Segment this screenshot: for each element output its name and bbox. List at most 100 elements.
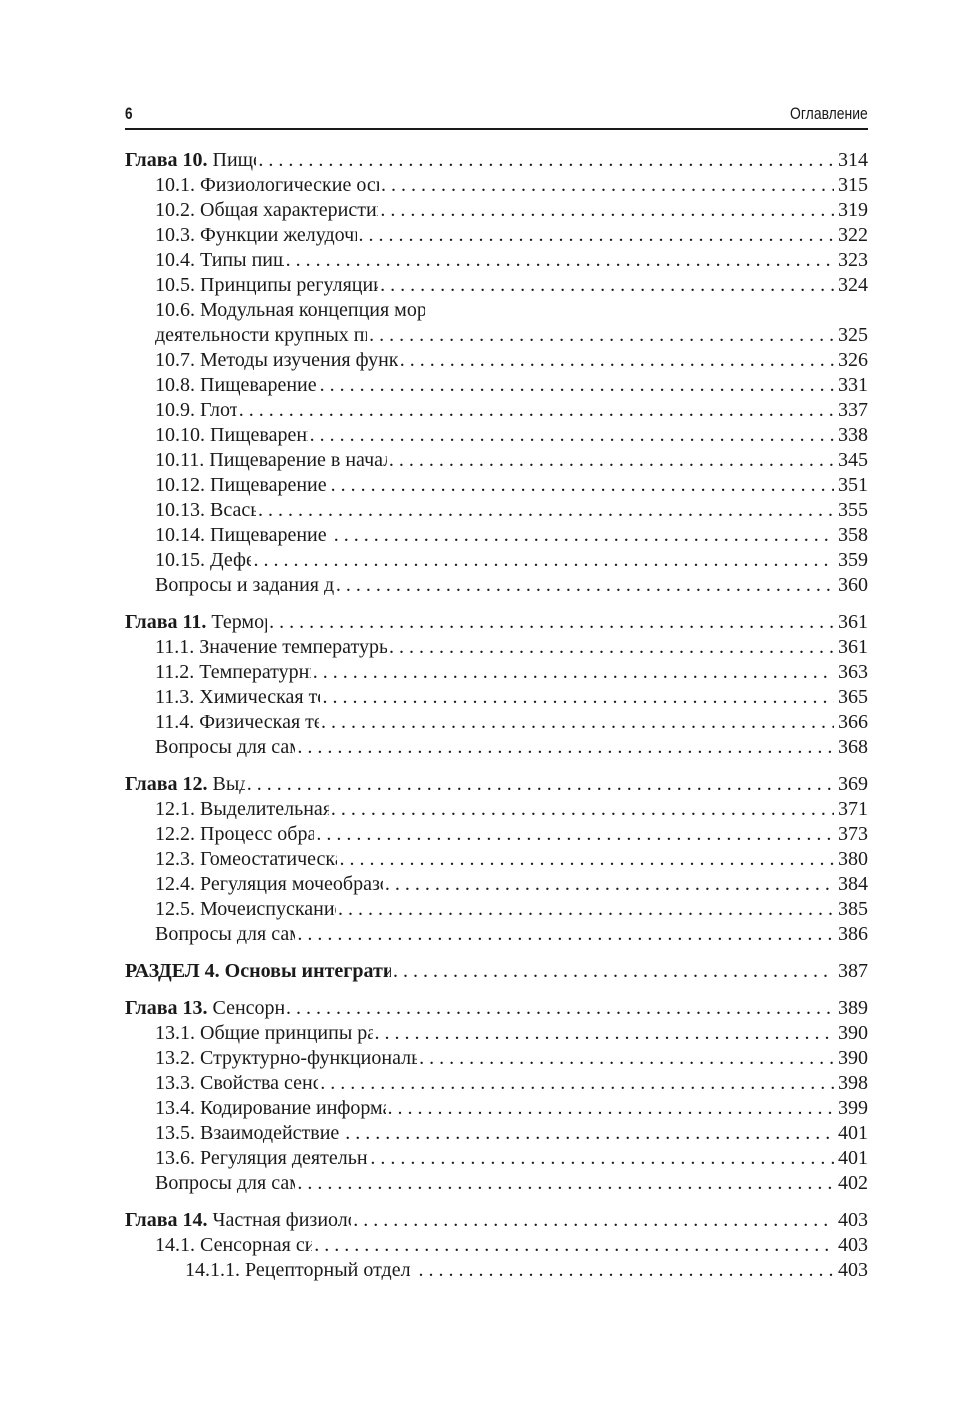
toc-section-entry[interactable]: 13.2. Структурно-функциональная организа… (125, 1046, 868, 1071)
toc-section-entry[interactable]: 12.1. Выделительная функция почек 371 (125, 797, 868, 822)
dot-leader (320, 373, 834, 398)
toc-chapter-entry[interactable]: Глава 13. Сенсорные системы 389 (125, 996, 868, 1021)
entry-prefix: Глава 14. (125, 1209, 208, 1231)
entry-title: деятельности крупных пищеварительных жел… (155, 323, 367, 348)
toc-section-entry[interactable]: 10.1. Физиологические основы голода и на… (125, 173, 868, 198)
entry-label: 13.1. Общие принципы работы сенсорных си… (155, 1022, 373, 1044)
toc-section-entry[interactable]: деятельности крупных пищеварительных жел… (125, 323, 868, 348)
toc-section-entry[interactable]: Вопросы и задания для самоконтроля 360 (125, 573, 868, 598)
entry-title: 10.14. Пищеварение в толстой кишке (155, 523, 332, 548)
entry-page-number: 323 (838, 249, 868, 271)
entry-title: 10.9. Глотание (155, 398, 237, 423)
entry-title: 12.3. Гомеостатическая функция почек (155, 847, 337, 872)
entry-title: 10.11. Пищеварение в начальном отделе то… (155, 448, 387, 473)
entry-prefix: РАЗДЕЛ 4. Основы интегративной деятельно… (125, 960, 391, 982)
toc-section-entry[interactable]: 11.4. Физическая терморегуляция 366 (125, 710, 868, 735)
entry-label: 12.5. Мочеиспускание и его регуляция (155, 898, 337, 920)
entry-page-number: 403 (838, 1234, 868, 1256)
dot-leader (393, 959, 834, 984)
entry-label: 13.6. Регуляция деятельности сенсорных с… (155, 1147, 368, 1169)
dot-leader (258, 148, 834, 173)
toc-chapter-entry[interactable]: Глава 10. Пищеварение 314 (125, 148, 868, 173)
toc-section-entry[interactable]: 10.7. Методы изучения функций пищеварите… (125, 348, 868, 373)
entry-page-number: 326 (838, 349, 868, 371)
dot-leader (313, 660, 834, 685)
toc-section-entry[interactable]: 10.4. Типы пищеварения 323 (125, 248, 868, 273)
dot-leader (418, 1258, 834, 1283)
toc-section-entry[interactable]: 10.9. Глотание 337 (125, 398, 868, 423)
toc-section-entry[interactable]: 10.2. Общая характеристика процесса пище… (125, 198, 868, 223)
entry-page-number: 365 (838, 686, 868, 708)
toc-section-entry[interactable]: Вопросы для самоконтроля 402 (125, 1171, 868, 1196)
entry-label: 10.5. Принципы регуляции процессов пищев… (155, 274, 379, 296)
toc-section-entry[interactable]: 13.4. Кодирование информации в сенсорных… (125, 1096, 868, 1121)
entry-title: 10.2. Общая характеристика процесса пище… (155, 198, 378, 223)
toc-section-entry[interactable]: Вопросы для самоконтроля 368 (125, 735, 868, 760)
toc-section-entry[interactable]: 13.1. Общие принципы работы сенсорных си… (125, 1021, 868, 1046)
entry-label: 10.2. Общая характеристика процесса пище… (155, 199, 378, 221)
dot-leader (345, 1121, 834, 1146)
entry-label: Вопросы для самоконтроля (155, 736, 295, 758)
entry-title: 12.4. Регуляция мочеобразовательной функ… (155, 872, 383, 897)
entry-title: 13.2. Структурно-функциональная организа… (155, 1046, 417, 1071)
entry-title: 10.1. Физиологические основы голода и на… (155, 173, 379, 198)
toc-section-entry[interactable]: 12.2. Процесс образования мочи 373 (125, 822, 868, 847)
entry-title: 14.1.1. Рецепторный отдел зрительной сен… (185, 1258, 416, 1283)
entry-page-number: 403 (838, 1259, 868, 1281)
toc-chapter-entry[interactable]: Глава 12. Выделение 369 (125, 772, 868, 797)
entry-title: 11.2. Температурный гомеостаз (155, 660, 311, 685)
dot-leader (388, 1096, 834, 1121)
toc-section-entry[interactable]: 11.1. Значение температуры для жизненных… (125, 635, 868, 660)
toc-section-entry[interactable]: 10.10. Пищеварение в желудке 338 (125, 423, 868, 448)
entry-page-number: 322 (838, 224, 868, 246)
entry-page-number: 331 (838, 374, 868, 396)
entry-title: 10.4. Типы пищеварения (155, 248, 284, 273)
toc-section-entry[interactable]: 12.5. Мочеиспускание и его регуляция 385 (125, 897, 868, 922)
toc-group: Глава 10. Пищеварение 314 10.1. Физиологич… (125, 148, 868, 598)
toc-section-entry[interactable]: 11.3. Химическая терморегуляция 365 (125, 685, 868, 710)
entry-page-number: 403 (838, 1209, 868, 1231)
toc-section-entry[interactable]: 10.12. Пищеварение в тонкой кишке 351 (125, 473, 868, 498)
toc-chapter-entry[interactable]: Глава 14. Частная физиология сенсорных с… (125, 1208, 868, 1233)
dot-leader (297, 922, 834, 947)
entry-label: 10.14. Пищеварение в толстой кишке (155, 524, 332, 546)
toc-section-entry[interactable]: 11.2. Температурный гомеостаз 363 (125, 660, 868, 685)
entry-title: 14.1. Сенсорная система зрения (155, 1233, 312, 1258)
dot-leader (322, 685, 834, 710)
toc-section-entry[interactable]: 10.5. Принципы регуляции процессов пищев… (125, 273, 868, 298)
dot-leader (331, 473, 834, 498)
entry-title: 10.7. Методы изучения функций пищеварите… (155, 348, 398, 373)
toc-section-entry[interactable]: 14.1. Сенсорная система зрения 403 (125, 1233, 868, 1258)
toc-chapter-entry[interactable]: Глава 11. Терморегуляция 361 (125, 610, 868, 635)
toc-chapter-entry[interactable]: РАЗДЕЛ 4. Основы интегративной деятельно… (125, 959, 868, 984)
dot-leader (331, 797, 834, 822)
dot-leader (381, 173, 834, 198)
toc-section-entry[interactable]: 10.6. Модульная концепция морфофункциона… (125, 298, 868, 323)
toc-section-entry[interactable]: 10.3. Функции желудочно-кишечного тракта… (125, 223, 868, 248)
toc-section-entry[interactable]: 13.6. Регуляция деятельности сенсорных с… (125, 1146, 868, 1171)
entry-title: 10.12. Пищеварение в тонкой кишке (155, 473, 329, 498)
toc-section-entry[interactable]: 13.5. Взаимодействие сенсорных систем 401 (125, 1121, 868, 1146)
entry-title: 13.4. Кодирование информации в сенсорных… (155, 1096, 386, 1121)
toc-group: Глава 13. Сенсорные системы 389 13.1. Общи… (125, 996, 868, 1196)
entry-page-number: 345 (838, 449, 868, 471)
toc-section-entry[interactable]: Вопросы для самоконтроля 386 (125, 922, 868, 947)
entry-page-number: 315 (838, 174, 868, 196)
entry-page-number: 399 (838, 1097, 868, 1119)
entry-label: 13.5. Взаимодействие сенсорных систем (155, 1122, 343, 1144)
toc-section-entry[interactable]: 12.4. Регуляция мочеобразовательной функ… (125, 872, 868, 897)
dot-leader (239, 398, 834, 423)
entry-label: 10.1. Физиологические основы голода и на… (155, 174, 379, 196)
dot-leader (353, 1208, 834, 1233)
toc-section-entry[interactable]: 14.1.1. Рецепторный отдел зрительной сен… (125, 1258, 868, 1283)
toc-section-entry[interactable]: 10.8. Пищеварение в полости рта 331 (125, 373, 868, 398)
toc-section-entry[interactable]: 10.13. Всасывание 355 (125, 498, 868, 523)
toc-section-entry[interactable]: 13.3. Свойства сенсорных систем 398 (125, 1071, 868, 1096)
toc-section-entry[interactable]: 12.3. Гомеостатическая функция почек 380 (125, 847, 868, 872)
toc-section-entry[interactable]: 10.14. Пищеварение в толстой кишке 358 (125, 523, 868, 548)
toc-section-entry[interactable]: 10.15. Дефекация 359 (125, 548, 868, 573)
entry-page-number: 373 (838, 823, 868, 845)
entry-page-number: 387 (838, 960, 868, 982)
entry-prefix: Глава 10. (125, 149, 208, 171)
toc-section-entry[interactable]: 10.11. Пищеварение в начальном отделе то… (125, 448, 868, 473)
